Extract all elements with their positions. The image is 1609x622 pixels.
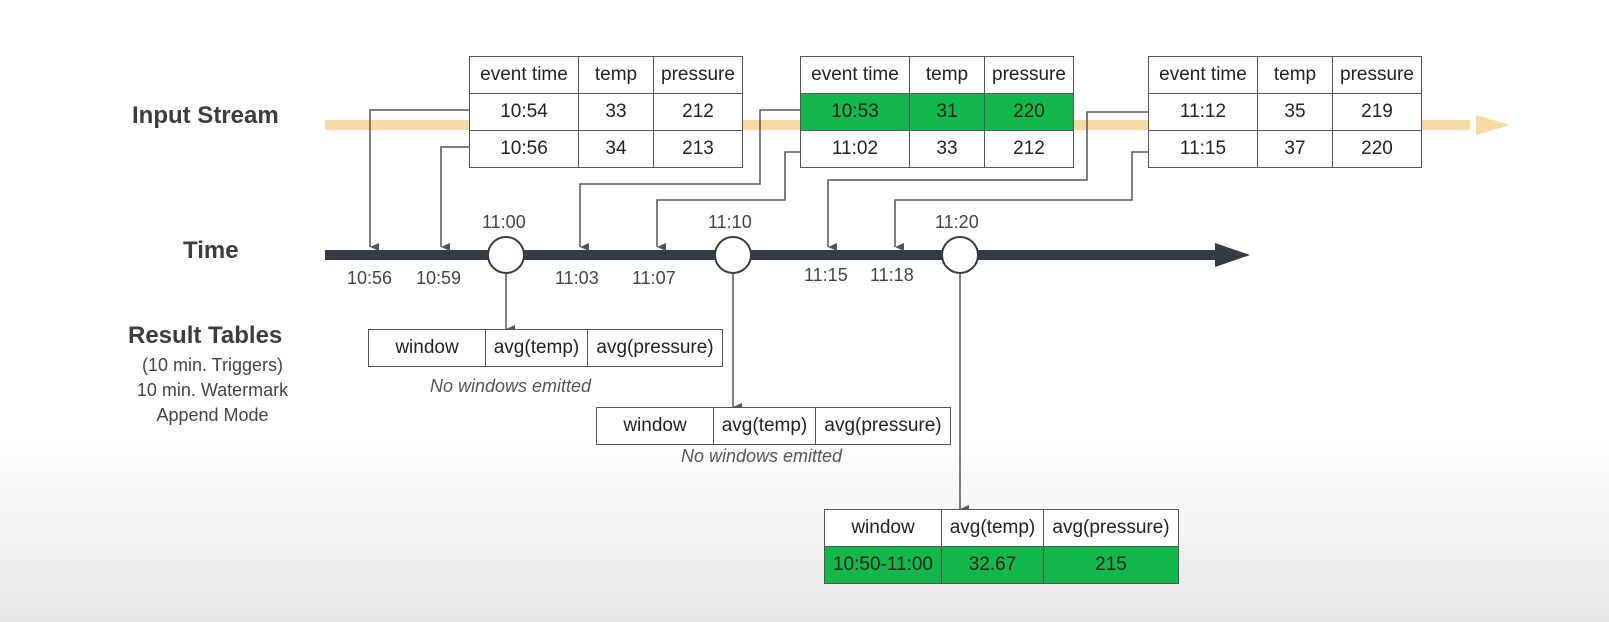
table-row: 11:15 37 220 — [1148, 130, 1422, 168]
cell-avg-temp: 32.67 — [941, 546, 1044, 584]
cell-event-time: 11:02 — [800, 130, 910, 168]
header-avg-pressure: avg(pressure) — [587, 329, 723, 367]
arrival-label-1059: 10:59 — [416, 268, 462, 288]
result-table-1110: window avg(temp) avg(pressure) — [596, 407, 951, 445]
trigger-circle-1120 — [941, 236, 979, 274]
arrival-label-1115: 11:15 — [804, 265, 848, 285]
cell-temp: 33 — [909, 130, 985, 168]
trigger-label-1100: 11:00 — [482, 212, 526, 232]
header-pressure: pressure — [1332, 56, 1422, 94]
cell-event-time: 10:53 — [800, 93, 910, 131]
result-note-1100: No windows emitted — [430, 376, 592, 396]
header-avg-pressure: avg(pressure) — [1043, 509, 1179, 547]
connector-1054 — [369, 109, 469, 251]
result-note-1110: No windows emitted — [681, 446, 843, 466]
result-tables-subtitle-triggers: (10 min. Triggers) — [141, 355, 284, 375]
trigger-circle-1110 — [714, 236, 752, 274]
header-avg-temp: avg(temp) — [713, 407, 816, 445]
arrival-label-1103: 11:03 — [555, 268, 599, 288]
arrival-label-1056: 10:56 — [347, 268, 393, 288]
header-avg-pressure: avg(pressure) — [815, 407, 951, 445]
input-stream-arrowhead — [1476, 115, 1510, 135]
result-table-1120: window avg(temp) avg(pressure) 10:50-11:… — [824, 509, 1179, 584]
arrival-label-1107: 11:07 — [632, 268, 676, 288]
connector-1112 — [827, 111, 1148, 251]
cell-pressure: 213 — [653, 130, 743, 168]
trigger-label-1110: 11:10 — [708, 212, 752, 232]
result-tables-subtitle-watermark: 10 min. Watermark — [136, 380, 289, 400]
cell-pressure: 212 — [984, 130, 1074, 168]
result-tables-label: Result Tables — [128, 322, 283, 349]
cell-event-time: 11:15 — [1148, 130, 1258, 168]
table-row: 11:02 33 212 — [800, 130, 1074, 168]
header-event-time: event time — [800, 56, 910, 94]
timeline-bar — [325, 250, 1220, 260]
header-event-time: event time — [469, 56, 579, 94]
input-stream-label: Input Stream — [132, 102, 279, 129]
cell-temp: 33 — [578, 93, 654, 131]
header-pressure: pressure — [653, 56, 743, 94]
cell-temp: 34 — [578, 130, 654, 168]
cell-pressure: 220 — [1332, 130, 1422, 168]
cell-temp: 37 — [1257, 130, 1333, 168]
result-tables-subtitle-mode: Append Mode — [156, 405, 269, 425]
cell-temp: 31 — [909, 93, 985, 131]
result-table-1100: window avg(temp) avg(pressure) — [368, 329, 723, 367]
trigger-circle-1100 — [487, 236, 525, 274]
header-window: window — [824, 509, 942, 547]
input-table-2: event time temp pressure 10:53 31 220 11… — [800, 56, 1074, 168]
connector-1053 — [579, 109, 800, 251]
header-avg-temp: avg(temp) — [941, 509, 1044, 547]
cell-event-time: 10:56 — [469, 130, 579, 168]
header-pressure: pressure — [984, 56, 1074, 94]
header-temp: temp — [909, 56, 985, 94]
cell-temp: 35 — [1257, 93, 1333, 131]
time-label: Time — [183, 237, 239, 264]
cell-avg-pressure: 215 — [1043, 546, 1179, 584]
table-row-highlighted: 10:53 31 220 — [800, 93, 1074, 131]
table-row: 10:54 33 212 — [469, 93, 743, 131]
cell-event-time: 11:12 — [1148, 93, 1258, 131]
input-table-1: event time temp pressure 10:54 33 212 10… — [469, 56, 743, 168]
header-window: window — [596, 407, 714, 445]
timeline-arrowhead — [1215, 243, 1250, 267]
header-avg-temp: avg(temp) — [485, 329, 588, 367]
header-temp: temp — [578, 56, 654, 94]
connector-1102 — [656, 151, 800, 251]
arrival-label-1118: 11:18 — [870, 265, 914, 285]
cell-event-time: 10:54 — [469, 93, 579, 131]
table-row: 11:12 35 219 — [1148, 93, 1422, 131]
trigger-label-1120: 11:20 — [935, 212, 979, 232]
header-temp: temp — [1257, 56, 1333, 94]
table-row-highlighted: 10:50-11:00 32.67 215 — [824, 546, 1179, 584]
connector-1056 — [440, 146, 469, 251]
header-window: window — [368, 329, 486, 367]
connector-1115 — [894, 151, 1148, 251]
cell-pressure: 220 — [984, 93, 1074, 131]
header-event-time: event time — [1148, 56, 1258, 94]
table-row: 10:56 34 213 — [469, 130, 743, 168]
input-table-3: event time temp pressure 11:12 35 219 11… — [1148, 56, 1422, 168]
cell-pressure: 219 — [1332, 93, 1422, 131]
cell-window: 10:50-11:00 — [824, 546, 942, 584]
cell-pressure: 212 — [653, 93, 743, 131]
